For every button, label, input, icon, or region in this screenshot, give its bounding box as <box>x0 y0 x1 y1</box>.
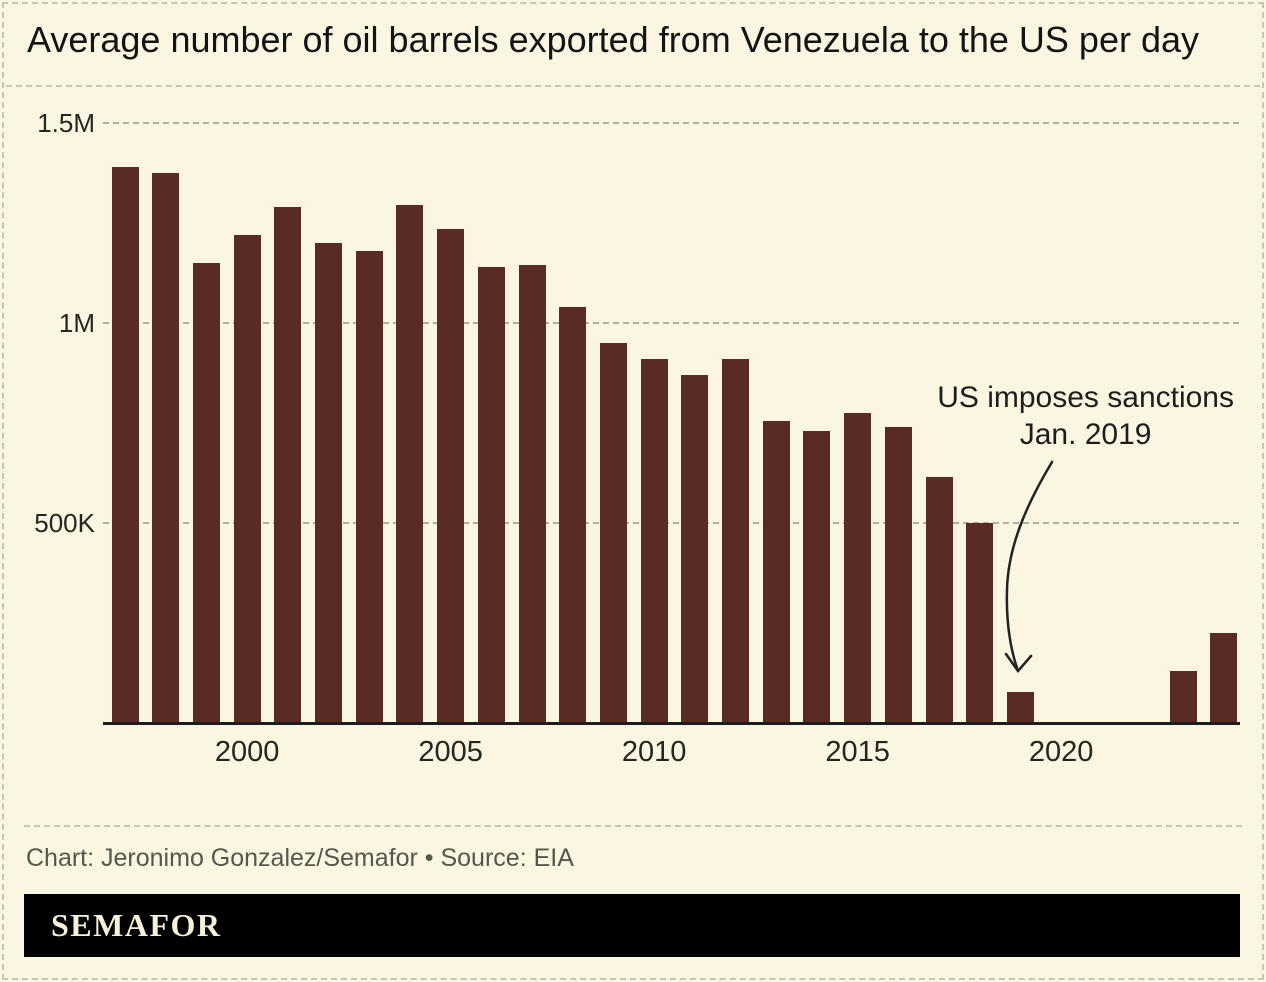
bar-2019 <box>1006 692 1034 723</box>
bar-2001 <box>274 207 302 723</box>
bar-2012 <box>722 359 749 723</box>
bar-2018 <box>966 523 994 723</box>
bar-1998 <box>152 173 180 723</box>
bar-2024 <box>1210 633 1238 723</box>
bar-1997 <box>111 167 139 723</box>
bar-2017 <box>925 477 953 723</box>
bar-2010 <box>640 359 668 723</box>
bar-2009 <box>599 343 627 723</box>
bar-2005 <box>437 229 465 723</box>
x-tick-label: 2005 <box>418 736 483 768</box>
bar-1999 <box>192 263 220 723</box>
footer-separator <box>24 825 1242 827</box>
y-tick-label: 1M <box>58 308 95 338</box>
y-tick-label: 500K <box>34 508 95 538</box>
y-tick-label: 1.5M <box>37 108 95 138</box>
bar-2006 <box>477 267 505 723</box>
bar-2023 <box>1169 671 1197 723</box>
gridline <box>103 122 1239 124</box>
bar-2004 <box>396 205 424 723</box>
annotation-line-1: US imposes sanctions <box>937 381 1234 414</box>
bar-2002 <box>315 243 342 723</box>
x-tick-label: 2015 <box>825 736 890 768</box>
gridline <box>103 522 1239 524</box>
bar-2016 <box>884 427 912 723</box>
gridline <box>103 322 1239 324</box>
x-tick-label: 2000 <box>214 736 280 768</box>
annotation: US imposes sanctions Jan. 2019 <box>937 379 1234 453</box>
annotation-line-2: Jan. 2019 <box>1019 418 1152 451</box>
bar-2011 <box>681 375 709 723</box>
bar-2008 <box>559 307 587 723</box>
plot-area <box>103 122 1239 723</box>
bar-2000 <box>233 235 261 723</box>
title-separator <box>6 85 1260 87</box>
chart-title: Average number of oil barrels exported f… <box>27 19 1200 60</box>
bar-2015 <box>844 413 872 723</box>
bar-2003 <box>355 251 383 723</box>
x-tick-label: 2020 <box>1028 736 1094 768</box>
x-axis-line <box>103 722 1240 725</box>
semafor-logo-band: SEMAFOR <box>24 894 1240 957</box>
bar-2014 <box>803 431 831 723</box>
x-tick-label: 2010 <box>621 736 687 768</box>
bar-2007 <box>518 265 546 723</box>
semafor-wordmark: SEMAFOR <box>51 907 222 943</box>
chart-attribution: Chart: Jeronimo Gonzalez/Semafor • Sourc… <box>26 844 574 872</box>
bar-2013 <box>762 421 790 723</box>
